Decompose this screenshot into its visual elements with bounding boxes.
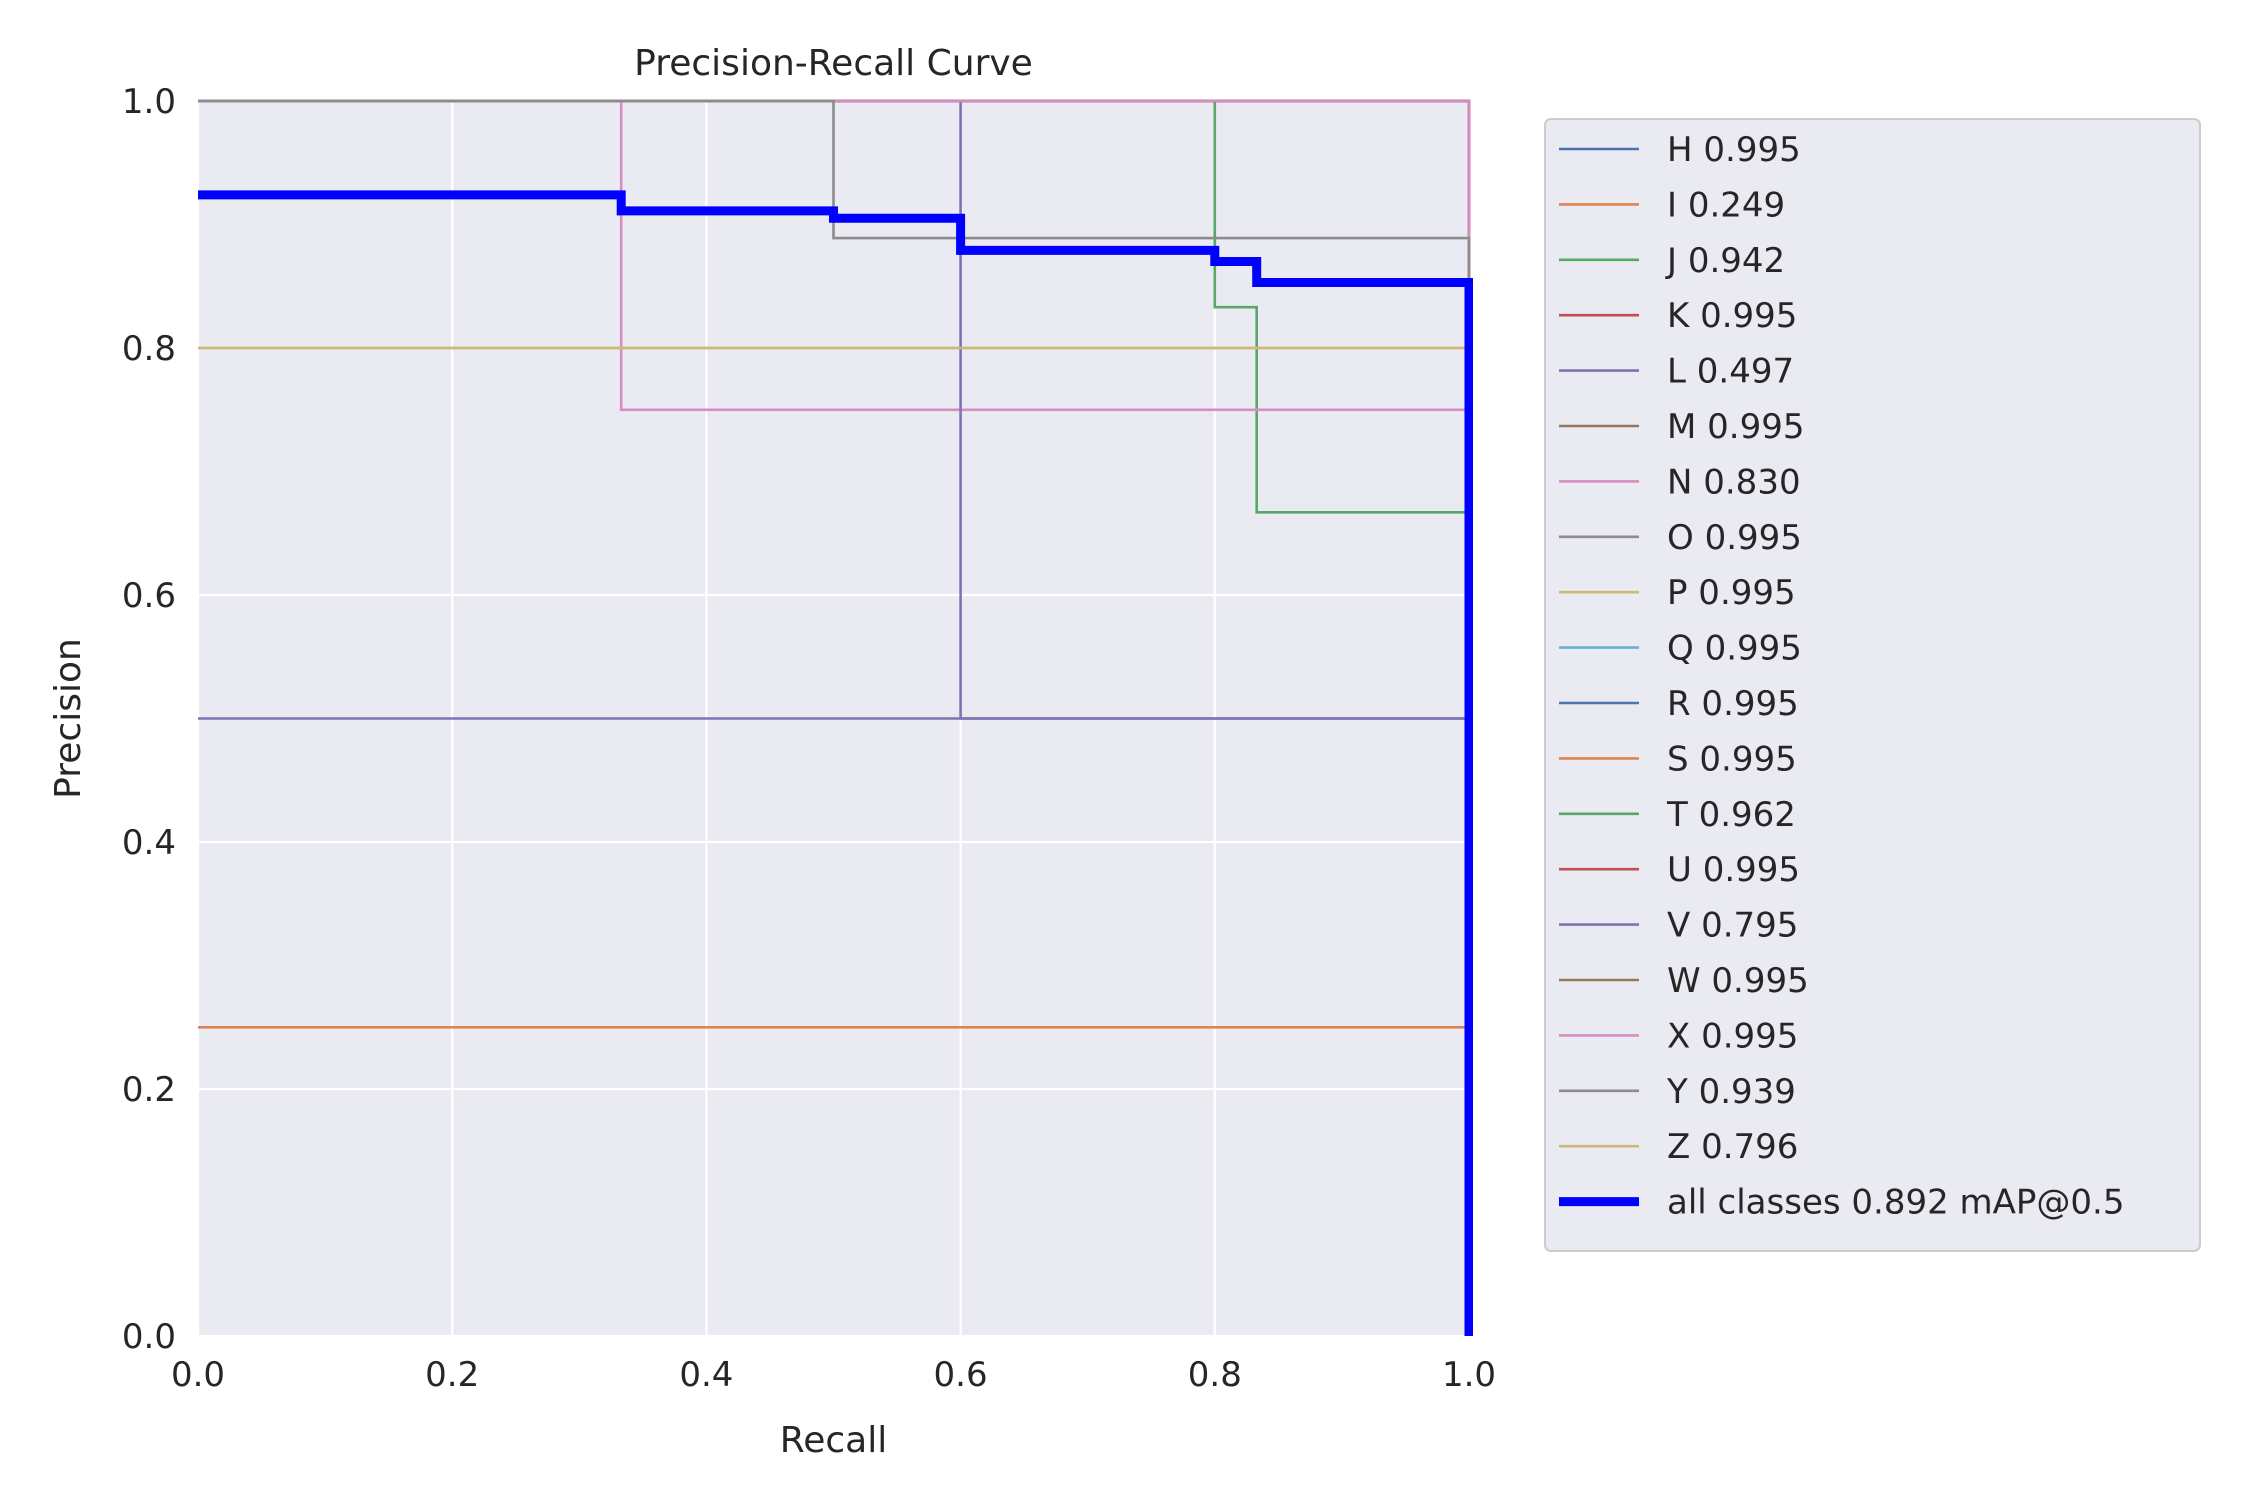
legend-entry-label: V 0.795 [1667, 906, 1798, 946]
x-tick-label: 0.8 [1188, 1355, 1242, 1395]
chart-title: Precision-Recall Curve [634, 43, 1033, 84]
x-tick-label: 0.6 [934, 1355, 988, 1395]
legend-entry-label: N 0.830 [1667, 462, 1801, 502]
y-tick-label: 0.2 [122, 1070, 176, 1110]
legend-entry-label: O 0.995 [1667, 518, 1802, 558]
legend-entry-label: all classes 0.892 mAP@0.5 [1667, 1183, 2124, 1223]
axis-ticks: 0.0 0.2 0.4 0.6 0.8 1.0 0.0 0.2 0.4 0.6 0.8 1.0 [122, 82, 1496, 1395]
legend-entry-label: Z 0.796 [1667, 1127, 1798, 1167]
x-axis-label: Recall [780, 1420, 887, 1461]
legend-entry-label: Q 0.995 [1667, 629, 1802, 669]
legend-entry-label: R 0.995 [1667, 684, 1799, 724]
y-axis-label: Precision [48, 638, 89, 799]
legend-entry-label: K 0.995 [1667, 296, 1797, 336]
legend: H 0.995 I 0.249 J 0.942 K 0.995 L 0.497 M 0.9… [1544, 118, 2201, 1252]
y-tick-label: 0.6 [122, 576, 176, 616]
legend-entry-label: S 0.995 [1667, 739, 1797, 779]
legend-entry-label: T 0.962 [1666, 795, 1796, 835]
legend-entry-label: H 0.995 [1667, 130, 1801, 170]
legend-frame [1544, 118, 2201, 1252]
legend-entry-label: L 0.497 [1667, 352, 1794, 392]
x-tick-label: 0.2 [425, 1355, 479, 1395]
x-tick-label: 0.4 [679, 1355, 733, 1395]
y-tick-label: 0.0 [122, 1317, 176, 1357]
legend-entry-label: P 0.995 [1667, 573, 1796, 613]
legend-entry-label: M 0.995 [1667, 407, 1804, 447]
series-lines [198, 99, 1473, 1336]
legend-entry-label: Y 0.939 [1666, 1072, 1796, 1112]
series-line [198, 190, 1473, 1336]
y-tick-label: 0.8 [122, 329, 176, 369]
legend-entry-label: I 0.249 [1667, 185, 1785, 225]
legend-entry-label: W 0.995 [1667, 961, 1809, 1001]
legend-entry-label: J 0.942 [1665, 241, 1785, 281]
y-tick-label: 1.0 [122, 82, 176, 122]
legend-entry-label: X 0.995 [1667, 1016, 1798, 1056]
x-tick-label: 0.0 [171, 1355, 225, 1395]
x-tick-label: 1.0 [1442, 1355, 1496, 1395]
y-tick-label: 0.4 [122, 823, 176, 863]
legend-entry-label: U 0.995 [1667, 850, 1800, 890]
